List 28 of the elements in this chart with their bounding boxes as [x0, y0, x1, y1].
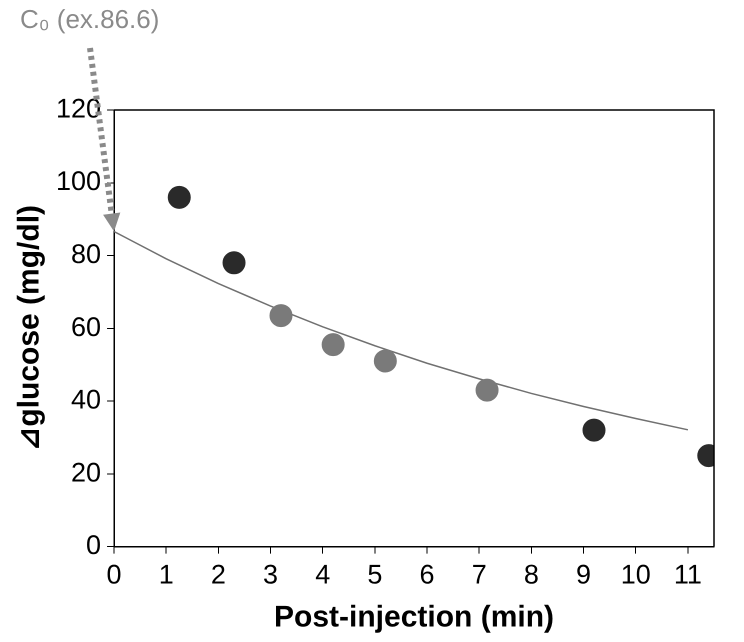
x-tick-label: 9 — [576, 559, 592, 590]
point — [582, 418, 606, 442]
x-tick-label: 4 — [315, 559, 330, 590]
point — [374, 350, 397, 373]
text: C₀ (ex.86.6) — [20, 4, 160, 34]
x-axis-title: Post-injection (min) — [274, 600, 554, 634]
x-tick-label: 7 — [472, 559, 487, 590]
y-axis-title: ⊿glucose (mg/dl) — [12, 204, 46, 452]
point — [168, 186, 191, 209]
point — [222, 251, 246, 274]
x-tick-label: 5 — [367, 559, 382, 590]
y-tick-label: 40 — [71, 384, 102, 415]
x-tick-label: 2 — [210, 559, 226, 590]
x-tick-label: 1 — [158, 559, 174, 590]
y-tick-label: 100 — [56, 166, 102, 196]
y-tick-label: 80 — [71, 238, 102, 269]
y-tick-label: 60 — [71, 312, 102, 342]
x-tick-label: 0 — [106, 559, 122, 590]
point — [476, 378, 499, 402]
x-tick-label: 8 — [524, 559, 539, 590]
x-tick-label: 10 — [620, 559, 651, 590]
point — [322, 333, 345, 356]
y-tick-label: 20 — [71, 457, 102, 488]
x-tick-label: 3 — [263, 559, 278, 590]
x-tick-label: 6 — [420, 559, 435, 590]
y-tick-label: 0 — [86, 530, 102, 560]
x-tick-label: 11 — [674, 559, 702, 590]
point — [269, 304, 292, 328]
